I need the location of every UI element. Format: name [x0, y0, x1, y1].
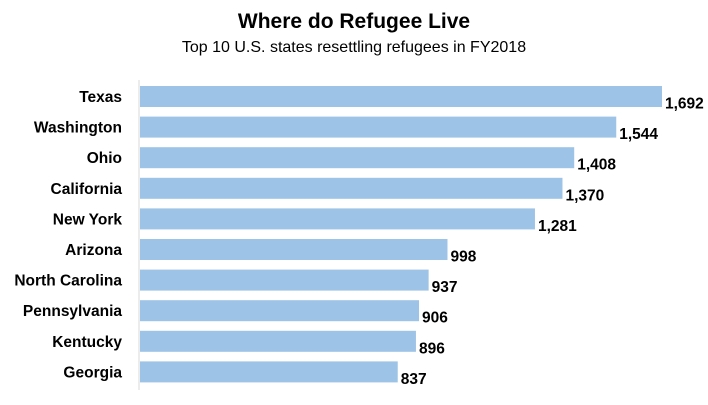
- data-label: 1,408: [577, 157, 616, 174]
- category-label: Pennsylvania: [23, 303, 122, 320]
- bar: [140, 116, 617, 138]
- bar: [140, 208, 535, 230]
- category-label: New York: [53, 211, 123, 228]
- bar: [140, 361, 398, 383]
- category-label: Ohio: [87, 150, 122, 167]
- chart-subtitle: Top 10 U.S. states resettling refugees i…: [181, 39, 527, 56]
- category-label: California: [51, 181, 123, 198]
- data-label: 1,692: [665, 96, 704, 113]
- chart-title: Where do Refugee Live: [237, 10, 471, 33]
- category-label: Texas: [79, 89, 122, 106]
- data-label: 998: [450, 249, 476, 266]
- bar: [140, 269, 429, 291]
- category-label: Arizona: [65, 242, 122, 259]
- category-label: Georgia: [63, 364, 122, 381]
- data-label: 906: [422, 310, 448, 327]
- data-label: 937: [432, 279, 458, 296]
- data-label: 1,544: [619, 126, 658, 143]
- category-label: North Carolina: [14, 273, 122, 290]
- category-label: Kentucky: [52, 334, 122, 351]
- data-label: 1,281: [538, 218, 577, 235]
- data-label: 1,370: [565, 187, 604, 204]
- bar: [140, 239, 448, 260]
- bar: [140, 300, 420, 322]
- category-label: Washington: [34, 120, 122, 137]
- bar: [140, 330, 416, 352]
- data-label: 837: [401, 371, 427, 388]
- data-label: 896: [419, 340, 445, 357]
- bar: [140, 177, 563, 199]
- bar: [140, 86, 662, 107]
- bar: [140, 147, 575, 169]
